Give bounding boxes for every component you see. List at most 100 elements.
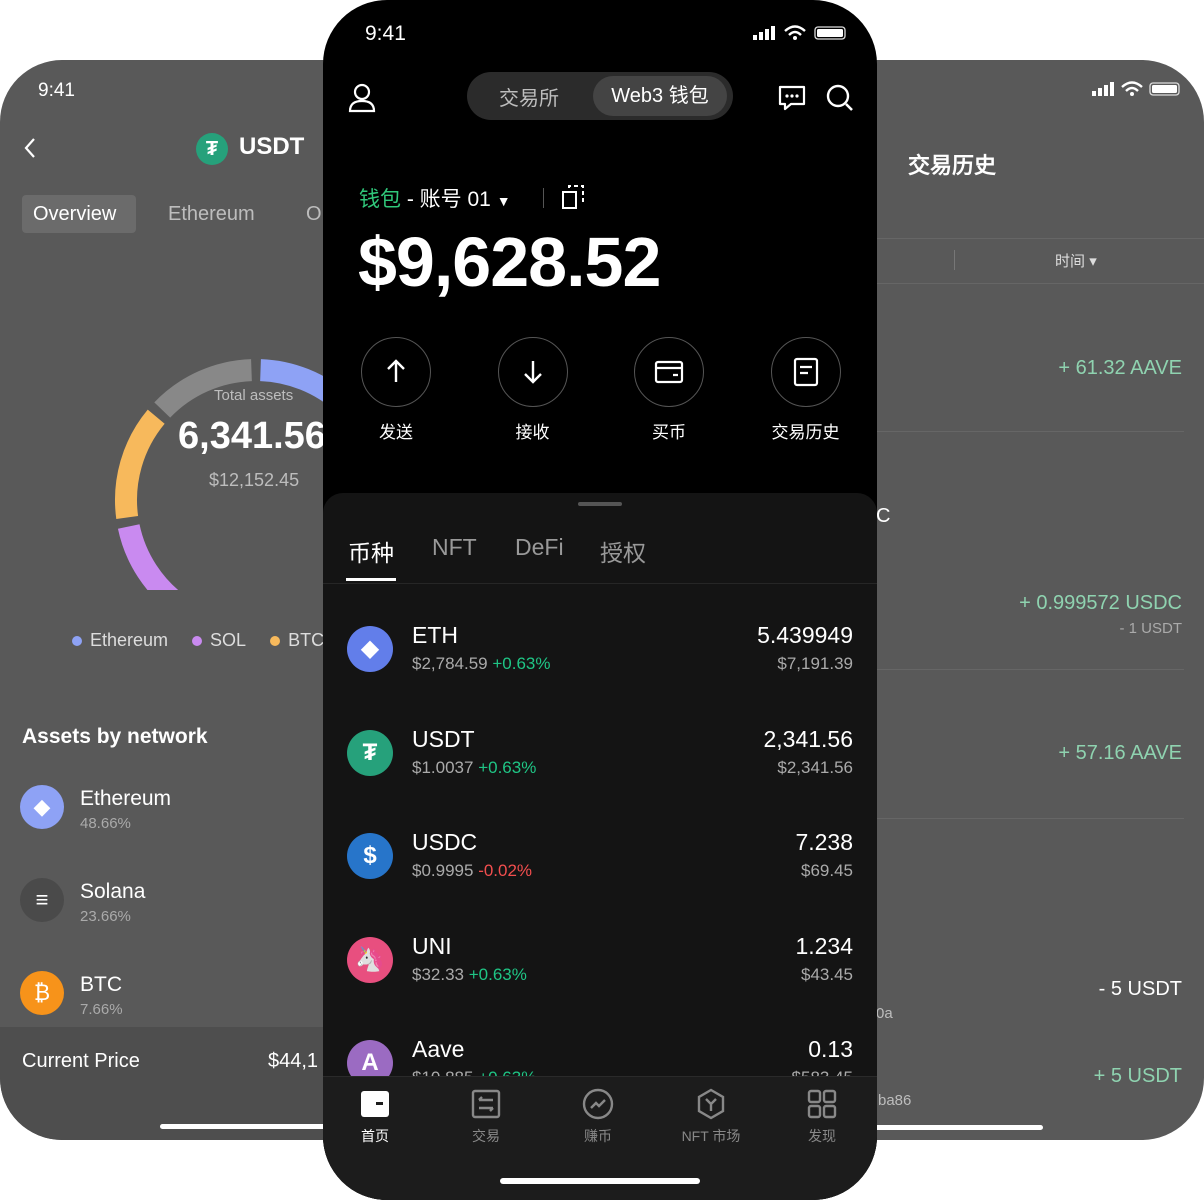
status-icons [1092, 80, 1184, 98]
partial-address: ba86 [878, 1092, 912, 1109]
nav-item[interactable]: 首页 [325, 1088, 425, 1146]
donut-segment-btc [115, 409, 165, 520]
action-button[interactable] [634, 337, 704, 407]
token-amount: 2,341.56 [763, 725, 853, 752]
active-tab-indicator [346, 578, 396, 581]
solana-icon: ≡ [20, 878, 64, 922]
token-value: $7,191.39 [777, 654, 853, 673]
asset-tab[interactable]: 币种 [348, 540, 394, 566]
page-title: 交易历史 [908, 153, 997, 178]
home-indicator [500, 1178, 700, 1184]
legend-dot [270, 635, 281, 646]
chevron-down-icon: ▾ [1089, 253, 1097, 270]
token-price: $32.33 [412, 964, 464, 984]
token-icon-eth: ◆ [347, 626, 393, 672]
nav-item[interactable]: 发现 [772, 1088, 872, 1146]
copy-icon[interactable] [561, 184, 585, 210]
token-value: $2,341.56 [777, 757, 853, 777]
token-price-row: $32.33 +0.63% [412, 965, 527, 985]
arrow-up-icon [387, 359, 405, 382]
action-label: 买币 [652, 423, 686, 442]
search-icon[interactable] [825, 83, 855, 113]
nav-item[interactable]: 交易 [436, 1088, 536, 1146]
action-button[interactable] [361, 337, 431, 407]
token-amount: 0.13 [808, 1036, 853, 1062]
tab-exchange[interactable]: 交易所 [499, 88, 559, 110]
asset-tab[interactable]: 授权 [600, 540, 646, 566]
back-icon[interactable] [22, 136, 38, 160]
token-symbol[interactable]: USDC [412, 829, 478, 855]
history-amount[interactable]: + 61.32 AAVE [1058, 357, 1182, 379]
sheet-handle[interactable] [578, 502, 622, 506]
network-name[interactable]: BTC [80, 973, 122, 996]
asset-tab[interactable]: NFT [432, 534, 477, 560]
nav-label: 交易 [472, 1128, 500, 1144]
message-icon[interactable] [777, 84, 807, 112]
section-title: Assets by network [22, 725, 208, 748]
token-price-row: $0.9995 -0.02% [412, 861, 532, 881]
donut-segment-sol [117, 524, 179, 590]
history-amount[interactable]: + 57.16 AAVE [1058, 742, 1182, 764]
account-selector[interactable]: 钱包 - 账号 01 ▼ [359, 183, 511, 213]
chevron-down-icon: ▼ [496, 193, 511, 209]
ethereum-icon: ◆ [20, 785, 64, 829]
network-name[interactable]: Ethereum [80, 787, 172, 810]
status-icons [753, 24, 849, 42]
history-amount[interactable]: + 5 USDT [1093, 1065, 1182, 1087]
legend-label: Ethereum [90, 630, 169, 650]
nav-item[interactable]: NFT 市场 [661, 1088, 761, 1146]
divider [800, 238, 1204, 239]
nav-label: 首页 [361, 1128, 389, 1144]
partial-address: 0a [876, 1005, 893, 1022]
current-price-label: Current Price [22, 1050, 140, 1072]
active-tab-background [22, 195, 136, 233]
time-filter[interactable]: 时间 ▾ [1055, 250, 1097, 271]
document-icon [793, 357, 818, 387]
token-price: $1.0037 [412, 757, 474, 777]
network-pct: 48.66% [80, 815, 131, 832]
tab-other[interactable]: O [306, 203, 322, 225]
tab-web3-wallet[interactable]: Web3 钱包 [593, 76, 727, 116]
home-indicator [860, 1125, 1043, 1130]
grid-icon [807, 1089, 837, 1119]
network-name[interactable]: Solana [80, 880, 146, 903]
nav-item[interactable]: 赚币 [548, 1088, 648, 1146]
divider [800, 283, 1204, 284]
total-balance: $9,628.52 [358, 223, 661, 301]
token-symbol[interactable]: Aave [412, 1036, 465, 1062]
token-amount: 7.238 [795, 829, 853, 855]
history-amount[interactable]: + 0.999572 USDC [1019, 592, 1182, 614]
legend-item: SOL [192, 630, 246, 651]
action-button[interactable] [497, 337, 568, 407]
card-icon [654, 360, 684, 384]
token-symbol[interactable]: USDT [412, 725, 475, 752]
token-symbol[interactable]: UNI [412, 932, 452, 959]
action-button[interactable] [770, 337, 841, 407]
action-label: 发送 [379, 423, 413, 442]
token-price-row: $2,784.59 +0.63% [412, 654, 551, 674]
token-symbol[interactable]: ETH [412, 622, 458, 648]
divider [860, 669, 1184, 670]
divider [954, 250, 955, 270]
token-change: +0.63% [478, 757, 537, 777]
tab-ethereum[interactable]: Ethereum [168, 203, 255, 225]
nav-label: 赚币 [584, 1128, 612, 1144]
wallet-icon [361, 1091, 389, 1117]
divider [860, 431, 1184, 432]
legend-label: SOL [210, 630, 247, 650]
asset-tab[interactable]: DeFi [515, 534, 564, 560]
token-value: $43.45 [801, 964, 853, 984]
account-name: - 账号 01 [401, 188, 491, 211]
token-change: +0.63% [492, 654, 551, 673]
network-pct: 7.66% [80, 1001, 123, 1018]
page-title: USDT [239, 133, 305, 160]
history-amount[interactable]: - 5 USDT [1098, 978, 1182, 1000]
tab-overview[interactable]: Overview [33, 203, 117, 225]
nav-label: NFT 市场 [681, 1128, 741, 1144]
current-price-value: $44,1 [268, 1050, 319, 1072]
total-assets-value: 6,341.56 [178, 415, 326, 457]
profile-icon[interactable] [348, 83, 376, 113]
time-filter-label: 时间 [1055, 253, 1086, 270]
legend-label: BTC [288, 630, 325, 650]
earn-icon [582, 1088, 614, 1120]
